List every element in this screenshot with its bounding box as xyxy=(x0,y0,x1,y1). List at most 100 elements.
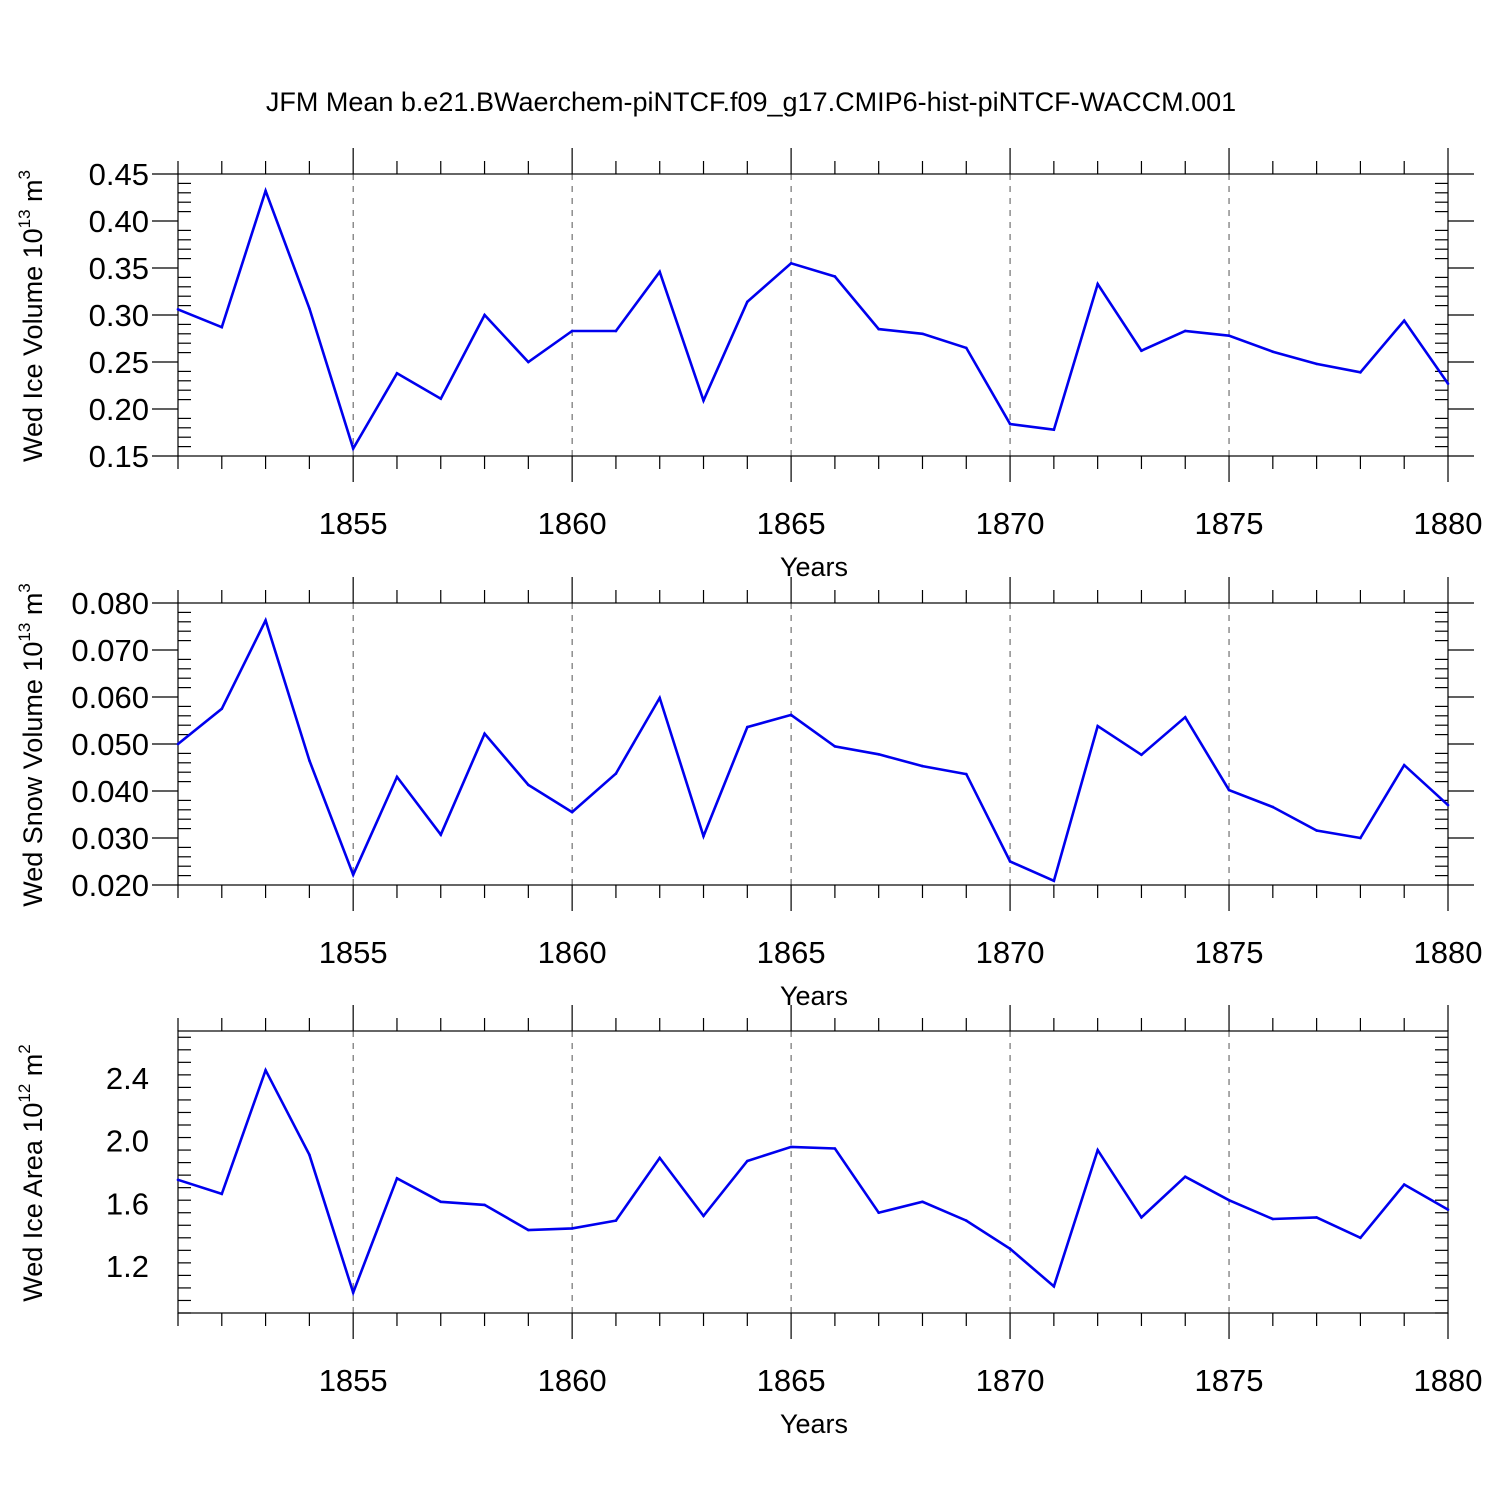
ice-volume-y-axis-label: Wed Ice Volume 1013 m3 xyxy=(15,170,48,462)
snow-volume-data-point xyxy=(176,742,180,746)
snow-volume-data-point xyxy=(264,619,267,622)
snow-volume-x-tick-label: 1865 xyxy=(757,935,826,970)
snow-volume-data-point xyxy=(789,713,793,717)
ice-area-data-point xyxy=(176,1178,180,1182)
ice-area-y-tick-label: 2.0 xyxy=(106,1124,149,1159)
ice-volume-x-axis-label: Years xyxy=(780,552,848,582)
ice-area-data-point xyxy=(351,1291,355,1294)
ice-area-data-point xyxy=(658,1156,662,1160)
figure-title: JFM Mean b.e21.BWaerchem-piNTCF.f09_g17.… xyxy=(266,87,1236,117)
ice-area-y-axis-label-ylabel-sup: 12 xyxy=(15,1084,34,1103)
ice-area-data-point xyxy=(527,1228,530,1232)
ice-volume-y-tick-label: 0.20 xyxy=(89,392,149,427)
ice-volume-data-point xyxy=(702,399,705,402)
ice-volume-data-point xyxy=(833,275,837,278)
snow-volume-data-point xyxy=(921,764,924,768)
ice-volume-y-axis-label-ylabel-unit: m xyxy=(18,179,48,209)
snow-volume-data-point xyxy=(1052,879,1056,883)
snow-volume-data-point xyxy=(395,775,399,779)
panels: 1855 1860 1865 1870 1875 1880 0.15 0.20 0.25 0.30… xyxy=(15,148,1482,1439)
ice-volume-data-point xyxy=(1052,428,1056,431)
ice-volume-y-tick-label: 0.25 xyxy=(89,345,149,380)
ice-area-data-point xyxy=(1096,1148,1099,1152)
ice-area-data-point xyxy=(789,1145,793,1149)
snow-volume-y-tick-label: 0.020 xyxy=(71,868,149,903)
ice-volume-y-tick-label: 0.45 xyxy=(89,157,149,192)
ice-volume-data-point xyxy=(1096,282,1099,286)
ice-area-data-point xyxy=(1140,1216,1143,1219)
snow-volume-data-point xyxy=(351,873,355,876)
snow-volume-data-point xyxy=(308,759,311,762)
snow-volume-data-point xyxy=(1271,805,1275,809)
ice-area-data-point xyxy=(964,1219,968,1222)
snow-volume-data-point xyxy=(702,834,705,838)
ice-volume-data-point xyxy=(308,307,311,310)
ice-area-data-point xyxy=(1227,1198,1231,1202)
ice-volume-data-point xyxy=(614,329,618,333)
ice-area-data-point xyxy=(833,1147,837,1150)
ice-volume-y-tick-label: 0.30 xyxy=(89,298,149,333)
ice-volume-data-point xyxy=(746,300,749,304)
ice-volume-y-tick-label: 0.35 xyxy=(89,251,149,286)
ice-volume-data-point xyxy=(220,325,224,329)
ice-volume-data-point xyxy=(1359,371,1362,374)
ice-volume-x-tick-label: 1875 xyxy=(1195,506,1264,541)
snow-volume-data-point xyxy=(1359,836,1362,840)
ice-area-x-tick-label: 1865 xyxy=(757,1363,826,1398)
snow-volume-y-tick-label: 0.040 xyxy=(71,774,149,809)
snow-volume-data-point xyxy=(1402,763,1406,767)
ice-area-data-point xyxy=(220,1192,224,1196)
ice-area-y-tick-label: 1.6 xyxy=(106,1186,149,1221)
snow-volume-series-line xyxy=(177,616,1449,883)
ice-volume-y-tick-label: 0.40 xyxy=(89,204,149,239)
ice-volume-data-point xyxy=(1271,350,1275,353)
snow-volume-y-axis-label-ylabel: Wed Snow Volume 10 xyxy=(18,642,48,907)
snow-volume-y-axis-label-ylabel-unit: m xyxy=(18,593,48,623)
ice-area-y-axis-label-ylabel-unit: m xyxy=(18,1054,48,1084)
ice-area-data-point xyxy=(570,1227,574,1230)
ice-area-data-point xyxy=(1359,1236,1362,1240)
ice-volume-data-point xyxy=(1140,349,1143,353)
snow-volume-data-point xyxy=(1140,753,1143,757)
snow-volume-data-point xyxy=(439,833,443,837)
snow-volume-data-point xyxy=(570,810,574,814)
snow-volume-data-point xyxy=(877,753,880,756)
ice-volume-x-tick-label: 1860 xyxy=(538,506,607,541)
snow-volume-data-point xyxy=(1315,829,1318,832)
ice-area-data-point xyxy=(746,1159,749,1163)
ice-area-x-tick-label: 1880 xyxy=(1414,1363,1483,1398)
ice-volume-data-point xyxy=(1402,319,1406,322)
ice-volume-x-tick-label: 1870 xyxy=(976,506,1045,541)
snow-volume-y-tick-label: 0.030 xyxy=(71,821,149,856)
ice-area-data-point xyxy=(264,1068,267,1072)
snow-volume-x-axis-label: Years xyxy=(780,981,848,1011)
ice-volume-data-point xyxy=(570,329,574,333)
ice-volume-data-point xyxy=(789,262,793,265)
ice-area-data-point xyxy=(1183,1175,1187,1178)
ice-volume-x-tick-label: 1855 xyxy=(319,506,388,541)
ice-area-y-axis-label-ylabel-unit-sup: 2 xyxy=(15,1044,34,1053)
snow-volume-y-tick-label: 0.070 xyxy=(71,633,149,668)
snow-volume-data-point xyxy=(614,772,618,775)
ice-area-x-tick-label: 1855 xyxy=(319,1363,388,1398)
ice-volume-data-point xyxy=(527,360,530,364)
snow-volume-y-tick-label: 0.050 xyxy=(71,727,149,762)
ice-volume-y-tick-label: 0.15 xyxy=(89,439,149,474)
ice-volume-data-point xyxy=(395,371,399,375)
ice-area-x-tick-label: 1860 xyxy=(538,1363,607,1398)
ice-volume-plot-frame xyxy=(177,173,1449,457)
snow-volume-x-tick-label: 1870 xyxy=(976,935,1045,970)
ice-volume-data-point xyxy=(176,308,180,311)
ice-volume-x-tick-label: 1865 xyxy=(757,506,826,541)
ice-volume-x-tick-label: 1880 xyxy=(1414,506,1483,541)
ice-area-data-point xyxy=(702,1214,705,1218)
ice-area-x-axis-label: Years xyxy=(780,1409,848,1439)
ice-area-x-tick-label: 1875 xyxy=(1195,1363,1264,1398)
ice-area-panel: 1855 1860 1865 1870 1875 1880 1.2 1.6 2.0 2.4 Year… xyxy=(15,1005,1482,1439)
snow-volume-y-tick-label: 0.080 xyxy=(71,586,149,621)
ice-volume-data-point xyxy=(264,189,267,193)
ice-area-data-point xyxy=(1446,1208,1450,1211)
ice-area-data-point xyxy=(395,1176,399,1180)
ice-area-plot-frame xyxy=(177,1030,1449,1314)
ice-area-data-point xyxy=(614,1219,618,1222)
